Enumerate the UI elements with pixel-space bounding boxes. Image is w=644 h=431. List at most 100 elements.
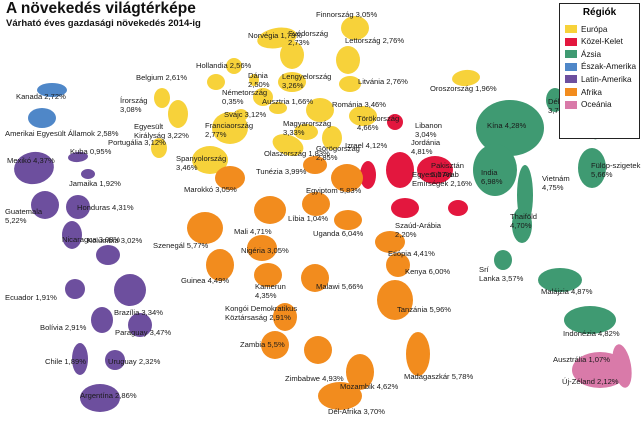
legend-item: Afrika [565, 86, 602, 98]
country-label: Finnország 3,05% [316, 10, 377, 19]
country-label: Kongói Demokratikus Köztársaság 2,91% [225, 304, 297, 322]
legend-item: Európa [565, 23, 607, 35]
country-shape [349, 106, 377, 126]
country-label: Vietnám 4,75% [542, 174, 570, 192]
country-label: Amerikai Egyesült Államok 2,58% [5, 129, 119, 138]
legend-label: Közel-Kelet [581, 37, 623, 47]
country-label: Tunézia 3,99% [256, 167, 307, 176]
country-shape [341, 16, 369, 40]
country-shape [68, 151, 88, 163]
country-shape [128, 313, 152, 337]
country-shape [206, 249, 234, 281]
country-shape [448, 200, 468, 216]
country-label: India 6,98% [481, 168, 503, 186]
country-label: Kanada 2,72% [16, 92, 66, 101]
country-shape [331, 164, 363, 192]
country-shape [28, 108, 56, 128]
country-label: Norvégia 1,73% [248, 31, 302, 40]
legend-item: Latin-Amerika [565, 73, 632, 85]
country-shape [273, 303, 297, 331]
country-label: Olaszország 1,83% [264, 149, 330, 158]
country-shape [278, 72, 306, 92]
country-shape [391, 198, 419, 218]
legend-title: Régiók [582, 7, 617, 18]
country-shape [31, 191, 59, 219]
country-label: Jordánia 4,81% [411, 138, 441, 156]
country-label: Bolívia 2,91% [40, 323, 87, 332]
country-shape [96, 245, 120, 265]
country-shape [301, 264, 329, 292]
country-shape [114, 274, 146, 306]
country-label: Belgium 2,61% [136, 73, 187, 82]
country-label: Jamaika 1,92% [69, 179, 121, 188]
country-shape [272, 134, 304, 156]
country-label: Új-Zéland 2,12% [562, 377, 619, 386]
country-shape [360, 161, 376, 189]
country-label: Izrael 4,12% [345, 141, 387, 150]
country-shape [386, 253, 410, 277]
country-label: Hollandia 2,56% [196, 61, 252, 70]
country-shape [187, 212, 223, 244]
country-shape [339, 76, 361, 92]
country-label: Malájzia 4,87% [541, 287, 593, 296]
country-label: Kenya 6,00% [405, 267, 450, 276]
country-label: Görögország 2,85% [316, 144, 360, 162]
country-label: Svédország 2,73% [288, 29, 328, 47]
country-label: Kuba 0,95% [70, 147, 112, 156]
legend-item: Észak-Amerika [565, 61, 636, 73]
country-shape [105, 350, 125, 370]
country-label: Kolumbia 3,02% [87, 236, 143, 245]
legend-label: Európa [581, 24, 608, 34]
country-shape [302, 192, 330, 216]
country-shape [612, 344, 632, 388]
country-shape [334, 210, 362, 230]
country-label: Guatemala 5,22% [5, 207, 43, 225]
country-label: Németország 0,35% [222, 88, 267, 106]
country-shape [564, 306, 616, 334]
country-label: Lettország 2,76% [345, 36, 404, 45]
legend-label: Latin-Amerika [581, 74, 632, 84]
region-legend: Régiók Európa Közel-Kelet Ázsia Észak-Ameri… [559, 3, 640, 139]
country-label: Magyarország 3,33% [283, 119, 331, 137]
country-shape [494, 250, 512, 270]
country-shape [207, 74, 225, 90]
legend-swatch [565, 25, 577, 33]
country-label: Románia 3,46% [332, 100, 386, 109]
country-shape [512, 207, 532, 243]
country-label: Szenegál 5,77% [153, 241, 209, 250]
country-label: Libanon 3,04% [415, 121, 442, 139]
country-shape [253, 88, 273, 106]
country-shape [294, 124, 318, 140]
country-shape [473, 144, 517, 196]
country-label: Mali 4,71% [234, 227, 272, 236]
country-label: Uruguay 2,32% [108, 357, 161, 366]
country-label: Lengyelország 3,26% [282, 72, 331, 90]
legend-label: Afrika [581, 87, 602, 97]
country-label: Dél-Afrika 3,70% [328, 407, 385, 416]
country-label: Svájc 3,12% [224, 110, 266, 119]
legend-label: Észak-Amerika [581, 62, 637, 72]
country-label: Ausztria 1,66% [262, 97, 313, 106]
country-label: Srí Lanka 3,57% [479, 265, 524, 283]
country-shape [336, 46, 360, 74]
country-label: Szaúd-Arábia 2,20% [395, 221, 442, 239]
country-label: Thaiföld 4,70% [510, 212, 537, 230]
country-label: Brazília 3,34% [114, 308, 163, 317]
country-label: Honduras 4,31% [77, 203, 134, 212]
legend-swatch [565, 100, 577, 109]
country-shape [212, 112, 248, 144]
country-shape [192, 146, 228, 174]
country-shape [261, 331, 289, 359]
country-labels: Finnország 3,05% Norvégia 1,73%Svédország… [5, 10, 641, 416]
map-subtitle: Várható éves gazdasági növekedés 2014-ig [6, 18, 201, 29]
country-shape [578, 148, 606, 188]
country-shape [154, 88, 170, 108]
country-shape [386, 152, 414, 188]
country-label: Fülöp-szigetek 5,66% [591, 161, 641, 179]
country-label: Madagaszkár 5,78% [404, 372, 473, 381]
country-label: Kína 4,28% [487, 121, 527, 130]
country-shape [62, 221, 82, 249]
country-label: Mexikó 4,37% [7, 156, 55, 165]
country-shape [81, 169, 95, 179]
